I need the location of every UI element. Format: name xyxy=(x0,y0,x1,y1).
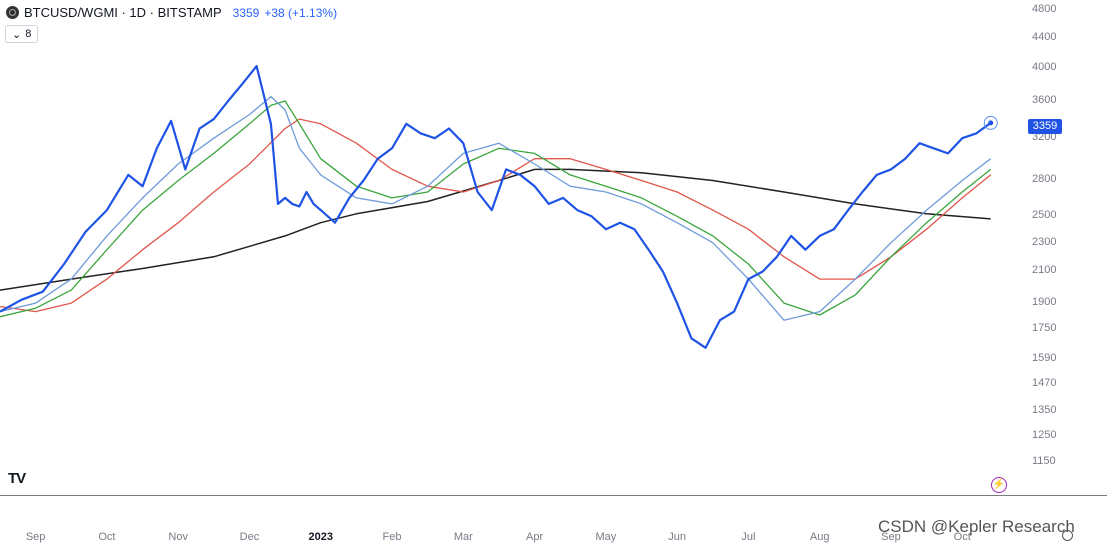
price-change: +38 (+1.13%) xyxy=(264,5,338,20)
indicator-toggle-button[interactable]: ⌄ 8 xyxy=(5,25,39,43)
y-tick-label: 2300 xyxy=(1032,235,1057,248)
x-tick-label: Aug xyxy=(809,531,830,543)
series-line-price xyxy=(0,65,992,349)
x-tick-label: Jun xyxy=(668,531,686,543)
x-tick-label: 2023 xyxy=(308,531,333,543)
x-tick-label: Feb xyxy=(382,531,402,543)
symbol-logo-icon xyxy=(6,6,19,19)
series-line-ma-fast xyxy=(0,95,992,321)
y-tick-label: 1750 xyxy=(1032,322,1057,335)
last-price-tag: 3359 xyxy=(1028,119,1062,134)
x-tick-label: Sep xyxy=(881,531,901,543)
x-tick-label: May xyxy=(595,531,617,543)
y-tick-label: 4000 xyxy=(1032,60,1057,73)
series-line-ma-mid xyxy=(0,100,992,318)
last-point-dot xyxy=(988,120,994,126)
x-tick-label: Oct xyxy=(953,531,971,543)
x-tick-label: Nov xyxy=(168,531,188,543)
symbol-title[interactable]: BTCUSD/WGMI · 1D · BITSTAMP xyxy=(24,5,222,20)
settings-icon[interactable] xyxy=(1062,530,1073,541)
last-point-ring xyxy=(983,115,998,130)
x-tick-label: Mar xyxy=(453,531,473,543)
y-tick-label: 4800 xyxy=(1032,3,1057,15)
y-tick-label: 3200 xyxy=(1032,131,1057,144)
x-tick-label: Sep xyxy=(25,531,46,543)
tradingview-logo-icon[interactable]: TV xyxy=(8,470,26,487)
chevron-down-icon: ⌄ xyxy=(12,28,22,41)
x-tick-label: Apr xyxy=(526,531,544,543)
y-tick-label: 1470 xyxy=(1032,377,1057,390)
y-tick-label: 2500 xyxy=(1032,209,1057,222)
y-tick-label: 1150 xyxy=(1032,454,1056,467)
x-tick-label: Dec xyxy=(239,531,260,543)
x-tick-label: Jul xyxy=(741,531,756,543)
y-tick-label: 2800 xyxy=(1032,173,1057,186)
y-tick-label: 3600 xyxy=(1032,93,1057,106)
y-tick-label: 1900 xyxy=(1032,296,1057,309)
chart-header: BTCUSD/WGMI · 1D · BITSTAMP 3359 +38 (+1… xyxy=(6,5,337,20)
series-line-ma-long xyxy=(0,168,991,291)
y-tick-label: 2100 xyxy=(1032,264,1057,277)
time-axis-divider xyxy=(0,495,1107,496)
last-price: 3359 xyxy=(232,5,260,20)
y-tick-label: 1350 xyxy=(1032,404,1057,417)
y-tick-label: 1590 xyxy=(1032,352,1057,365)
x-tick-label: Oct xyxy=(98,531,116,543)
y-tick-label: 1250 xyxy=(1032,428,1057,441)
indicator-count: 8 xyxy=(25,28,32,40)
watermark: CSDN @Kepler Research xyxy=(878,517,1075,536)
flash-icon[interactable]: ⚡ xyxy=(991,477,1007,493)
y-tick-label: 4400 xyxy=(1032,30,1057,43)
series-line-ma-slow xyxy=(0,118,992,313)
